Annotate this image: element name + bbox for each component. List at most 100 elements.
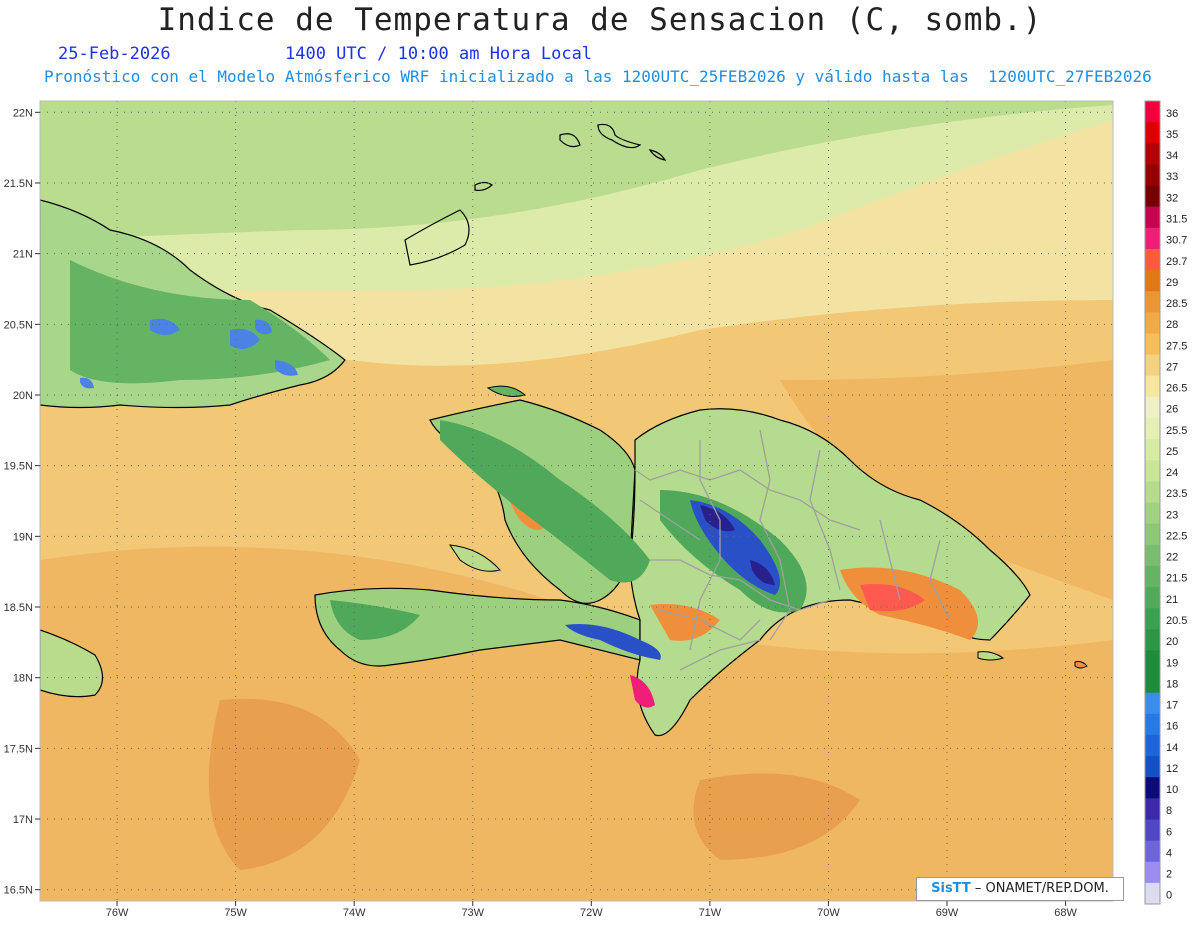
colorbar-label: 23 xyxy=(1166,509,1178,521)
colorbar-label: 20.5 xyxy=(1166,615,1187,627)
warm-patch-1 xyxy=(208,698,360,870)
colorbar-swatch xyxy=(1145,861,1160,884)
colorbar-swatch xyxy=(1145,692,1160,715)
colorbar-label: 28.5 xyxy=(1166,298,1187,310)
colorbar-swatch xyxy=(1145,777,1160,799)
colorbar-label: 29 xyxy=(1166,277,1178,289)
lat-label: 17N xyxy=(13,814,33,826)
credit-box: SisTT – ONAMET/REP.DOM. xyxy=(916,877,1124,901)
lat-lon-grid xyxy=(40,101,1113,901)
mona-island xyxy=(1074,661,1088,669)
gonave-island xyxy=(448,544,501,572)
lat-label: 20N xyxy=(13,390,33,402)
colorbar-swatch xyxy=(1145,354,1160,377)
colorbar-swatch xyxy=(1145,143,1160,165)
saona-island xyxy=(977,651,1005,661)
colorbar-label: 4 xyxy=(1166,847,1172,859)
colorbar-swatch xyxy=(1145,819,1160,842)
lat-label: 18N xyxy=(13,673,33,685)
colorbar-swatch xyxy=(1145,291,1160,313)
colorbar-swatch xyxy=(1145,798,1160,820)
se-dr-hot xyxy=(860,584,925,612)
massif-hotte xyxy=(330,600,420,640)
colorbar-label: 28 xyxy=(1166,319,1178,331)
colorbar-swatch xyxy=(1145,122,1160,144)
lat-label: 16.5N xyxy=(4,885,33,897)
colorbar-swatch xyxy=(1145,227,1160,250)
colorbar-label: 0 xyxy=(1166,890,1172,902)
colorbar-label: 35 xyxy=(1166,129,1178,141)
colorbar-frame xyxy=(1144,100,1161,905)
colorbar-swatch xyxy=(1145,417,1160,440)
haiti-south xyxy=(314,587,641,667)
lon-label: 68W xyxy=(1054,907,1077,919)
colorbar-swatch xyxy=(1145,650,1160,673)
colorbar-swatch xyxy=(1145,502,1160,525)
cordillera-coldest xyxy=(700,505,775,585)
lon-label: 76W xyxy=(106,907,129,919)
colorbar-label: 27.5 xyxy=(1166,340,1187,352)
colorbar-label: 34 xyxy=(1166,150,1178,162)
colorbar-label: 29.7 xyxy=(1166,256,1187,268)
credit-text: ONAMET/REP.DOM. xyxy=(985,881,1109,896)
colorbar-swatch xyxy=(1145,756,1160,778)
map-title: Indice de Temperatura de Sensacion (C, s… xyxy=(157,2,1043,38)
colorbar-label: 21.5 xyxy=(1166,573,1187,585)
colorbar-label: 25.5 xyxy=(1166,425,1187,437)
colorbar-swatch xyxy=(1145,460,1160,482)
colorbar-legend: 363534333231.530.729.72928.52827.52726.5… xyxy=(1144,100,1187,905)
colorbar-swatch xyxy=(1145,439,1160,461)
great-inagua xyxy=(404,209,470,266)
colorbar-label: 26.5 xyxy=(1166,383,1187,395)
forecast-time: 1400 UTC / 10:00 am Hora Local xyxy=(285,44,593,64)
turks-caicos xyxy=(474,123,667,192)
lon-label: 70W xyxy=(817,907,840,919)
lat-label: 20.5N xyxy=(4,319,33,331)
colorbar-swatch xyxy=(1145,375,1160,398)
colorbar-swatch xyxy=(1145,629,1160,651)
forecast-date: 25-Feb-2026 xyxy=(58,44,171,64)
colorbar-label: 25 xyxy=(1166,446,1178,458)
colorbar-swatch xyxy=(1145,101,1160,123)
colorbar-label: 22 xyxy=(1166,552,1178,564)
colorbar-label: 2 xyxy=(1166,869,1172,881)
colorbar-label: 17 xyxy=(1166,700,1178,712)
colorbar-label: 6 xyxy=(1166,826,1172,838)
lat-label: 19N xyxy=(13,531,33,543)
colorbar-label: 19 xyxy=(1166,657,1178,669)
colorbar-label: 23.5 xyxy=(1166,488,1187,500)
warm-patch-2 xyxy=(693,773,860,860)
colorbar-swatch xyxy=(1145,164,1160,187)
lat-label: 17.5N xyxy=(4,743,33,755)
colorbar-swatch xyxy=(1145,185,1160,208)
colorbar-swatch xyxy=(1145,270,1160,292)
colorbar-swatch xyxy=(1145,713,1160,736)
colorbar-swatch xyxy=(1145,396,1160,419)
colorbar-label: 20 xyxy=(1166,636,1178,648)
colorbar-label: 27 xyxy=(1166,361,1178,373)
colorbar-swatch xyxy=(1145,671,1160,694)
colorbar-swatch xyxy=(1145,312,1160,334)
colorbar-swatch xyxy=(1145,882,1160,905)
colorbar-label: 30.7 xyxy=(1166,235,1187,247)
lon-label: 73W xyxy=(461,907,484,919)
tortuga-island xyxy=(486,385,527,397)
barahona-hot xyxy=(630,675,655,708)
lon-label: 75W xyxy=(224,907,247,919)
east-warm-band xyxy=(780,360,1113,600)
colorbar-swatch xyxy=(1145,523,1160,546)
colorbar-swatch xyxy=(1145,587,1160,609)
colorbar-label: 12 xyxy=(1166,763,1178,775)
model-run-info: Pronóstico con el Modelo Atmósferico WRF… xyxy=(44,67,1152,86)
colorbar-label: 18 xyxy=(1166,678,1178,690)
haiti-mountains xyxy=(440,420,650,583)
lat-label: 22N xyxy=(13,107,33,119)
colorbar-label: 10 xyxy=(1166,784,1178,796)
jamaica-landmass xyxy=(40,629,104,698)
colorbar-label: 31.5 xyxy=(1166,214,1187,226)
temperature-field xyxy=(40,101,1113,901)
colorbar-swatch xyxy=(1145,481,1160,503)
colorbar-label: 33 xyxy=(1166,171,1178,183)
cuba-cool-spots xyxy=(80,318,298,389)
